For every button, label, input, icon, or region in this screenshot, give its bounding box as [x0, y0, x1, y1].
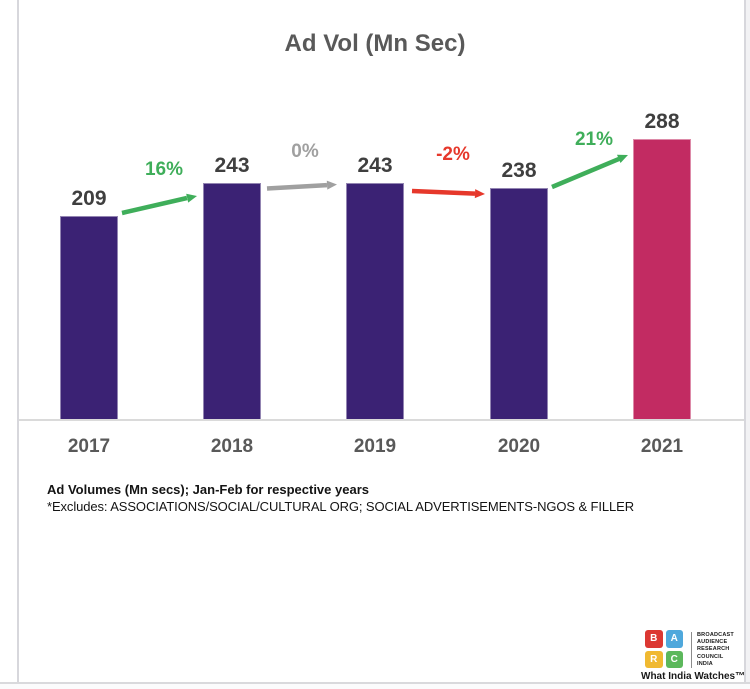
logo-org-line: INDIA — [697, 660, 713, 667]
logo-org-name: BROADCAST AUDIENCE RESEARCH COUNCIL INDI… — [697, 632, 734, 668]
bar-group-2020: 238 — [490, 158, 548, 420]
barc-logo-grid: B A R C — [645, 630, 683, 668]
pct-label-minus2: -2% — [436, 144, 470, 165]
chart-title: Ad Vol (Mn Sec) — [284, 30, 466, 57]
logo-square-c: C — [665, 650, 683, 668]
down-arrow-2pct — [411, 188, 485, 199]
page-edge-right — [744, 0, 746, 683]
up-arrow-21pct — [551, 154, 628, 190]
bar-group-2018: 243 — [203, 153, 261, 420]
bar-2018 — [203, 183, 261, 420]
value-label-2017: 209 — [71, 187, 107, 210]
bar-2019 — [346, 183, 404, 420]
bar-group-2019: 243 — [346, 153, 404, 420]
footnote-block: Ad Volumes (Mn secs); Jan-Feb for respec… — [47, 481, 634, 515]
bar-group-2017: 209 — [60, 186, 118, 420]
logo-divider — [691, 632, 692, 668]
page-margin-right — [746, 0, 750, 683]
page-edge-left — [17, 0, 19, 683]
page-edge-bottom — [0, 682, 750, 684]
value-label-2021: 288 — [644, 110, 680, 133]
bar-2020 — [490, 188, 548, 420]
logo-org-line: BROADCAST — [697, 632, 734, 638]
logo-tagline: What India Watches™ — [641, 671, 746, 682]
logo-square-b: B — [645, 630, 663, 648]
barc-logo: B A R C BROADCAST AUDIENCE RESEARCH COUN… — [641, 630, 745, 682]
logo-square-a: A — [665, 630, 683, 648]
up-arrow-16pct — [121, 193, 197, 216]
footnote-line-1: Ad Volumes (Mn secs); Jan-Feb for respec… — [47, 482, 369, 497]
pct-label-0: 0% — [291, 141, 319, 162]
logo-square-r: R — [645, 650, 663, 668]
value-label-2018: 243 — [214, 154, 250, 177]
pct-label-21: 21% — [574, 129, 614, 150]
x-tick-2020: 2020 — [497, 436, 541, 457]
value-label-2019: 243 — [357, 154, 393, 177]
logo-org-line: AUDIENCE — [697, 639, 728, 646]
page-margin-bottom — [0, 684, 750, 689]
x-axis-line — [18, 419, 745, 421]
logo-org-line: RESEARCH — [697, 646, 730, 653]
x-tick-2021: 2021 — [640, 436, 684, 457]
pct-label-16: 16% — [144, 159, 184, 180]
footnote-line-2: *Excludes: ASSOCIATIONS/SOCIAL/CULTURAL … — [47, 499, 635, 514]
flat-arrow-0pct — [266, 180, 337, 191]
x-tick-2019: 2019 — [353, 436, 397, 457]
bar-2017 — [60, 216, 118, 420]
logo-org-line: COUNCIL — [697, 653, 724, 660]
bar-2021 — [633, 139, 691, 420]
value-label-2020: 238 — [501, 159, 537, 182]
bar-group-2021: 288 — [633, 109, 691, 420]
x-tick-2018: 2018 — [210, 436, 254, 457]
x-tick-2017: 2017 — [67, 436, 111, 457]
